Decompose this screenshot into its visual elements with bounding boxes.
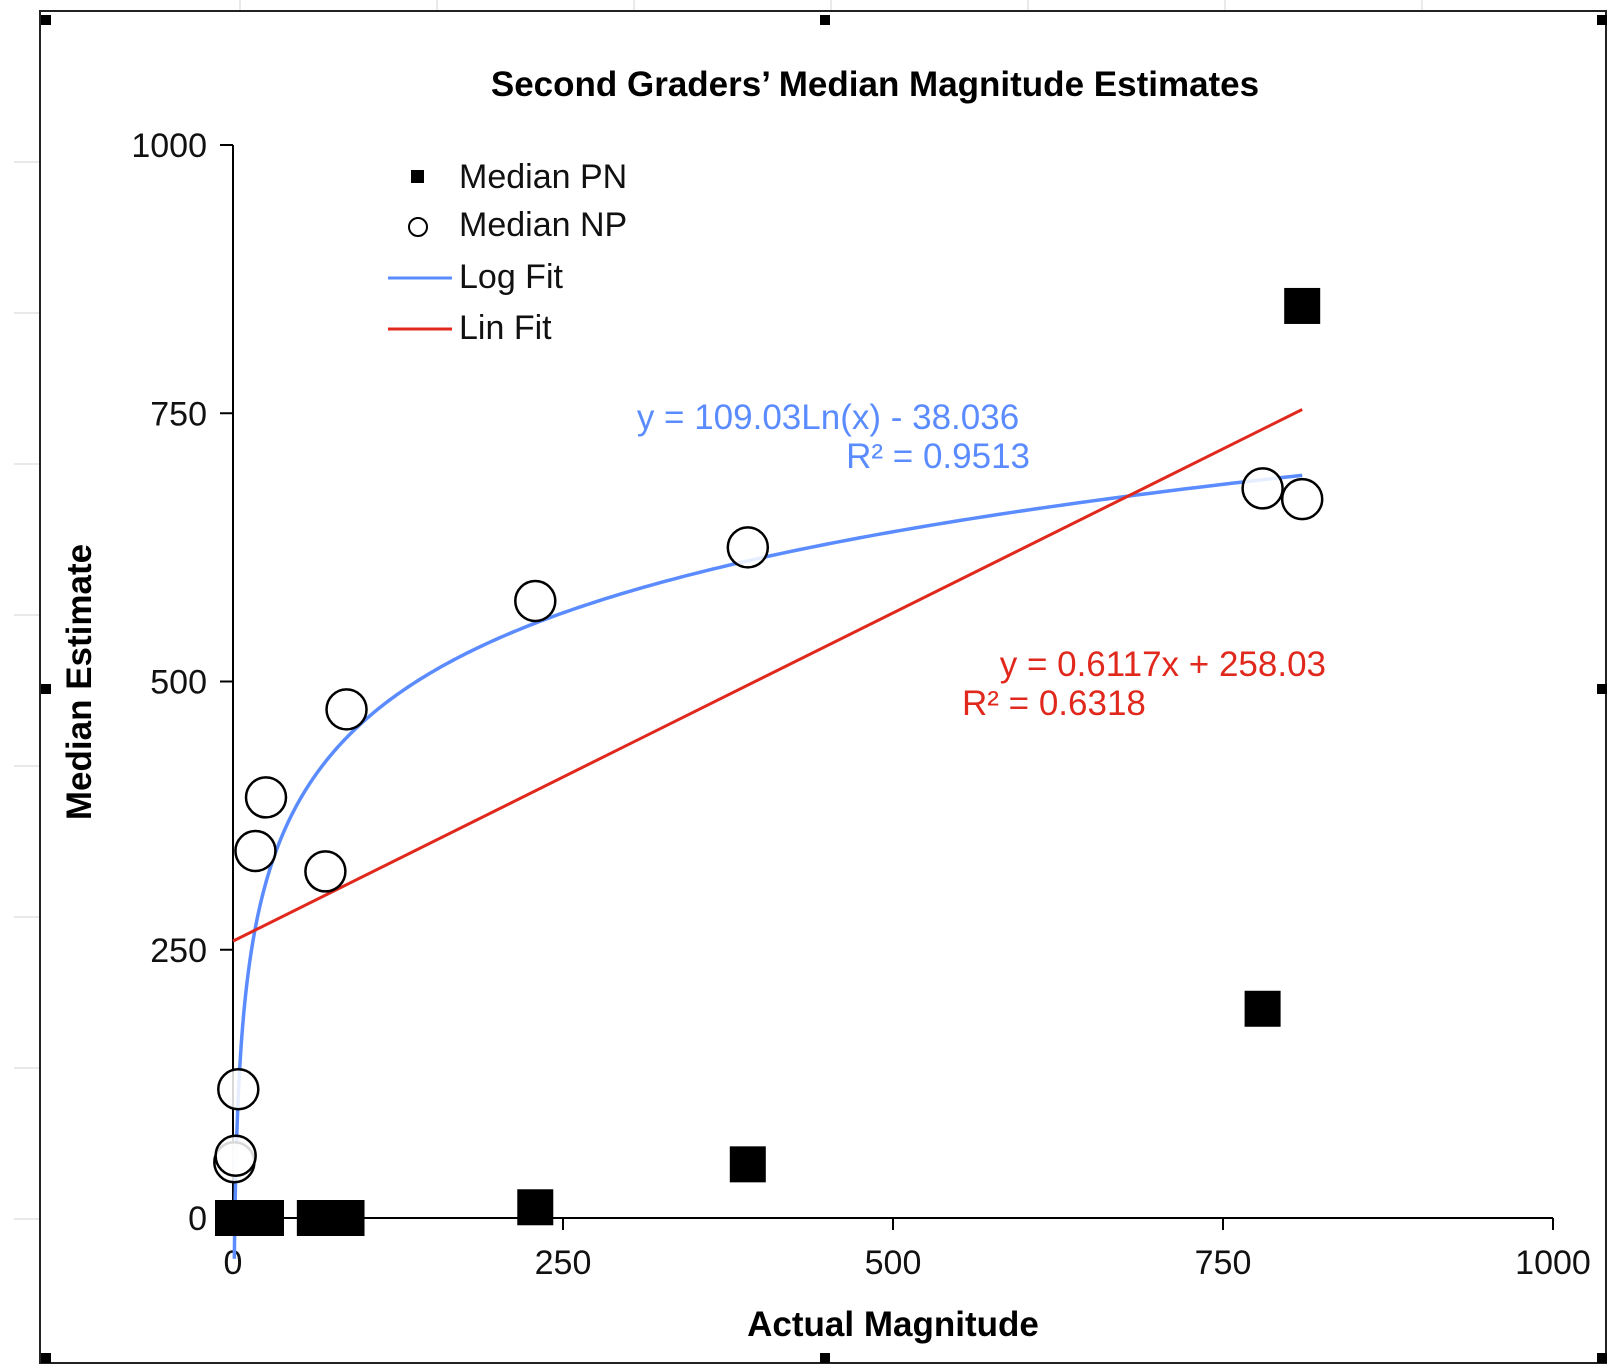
selection-handles[interactable] bbox=[41, 15, 1607, 1363]
log-fit-line bbox=[232, 473, 1303, 1259]
median-pn-point bbox=[1244, 990, 1281, 1027]
median-np-point bbox=[244, 776, 288, 819]
y-tick-label: 500 bbox=[150, 664, 207, 702]
y-tick-label: 250 bbox=[150, 932, 207, 970]
median-np-point bbox=[514, 579, 557, 623]
median-np-point bbox=[234, 829, 277, 873]
x-tick-label: 500 bbox=[865, 1244, 922, 1282]
median-np-point bbox=[304, 850, 347, 893]
selection-handle[interactable] bbox=[820, 15, 830, 25]
median-pn-point bbox=[729, 1146, 766, 1183]
x-axis-ticks: 0 250 500 750 1000 bbox=[224, 1218, 1591, 1282]
lin-fit-r-squared: R² = 0.6318 bbox=[962, 684, 1146, 723]
median-np-point bbox=[214, 1134, 257, 1178]
median-np-point bbox=[1241, 467, 1284, 510]
selection-handle[interactable] bbox=[1597, 1353, 1607, 1363]
log-fit-r-squared: R² = 0.9513 bbox=[846, 437, 1030, 476]
lin-fit-equation: y = 0.6117x + 258.03 bbox=[1000, 645, 1326, 684]
median-np-point bbox=[217, 1067, 260, 1111]
legend-label-median-pn: Median PN bbox=[459, 158, 627, 196]
chart-frame[interactable] bbox=[39, 10, 1607, 1364]
background-gridlines bbox=[14, 0, 1423, 1220]
selection-handle[interactable] bbox=[1597, 15, 1607, 25]
median-pn-point bbox=[517, 1189, 554, 1226]
series-median-pn bbox=[215, 287, 1321, 1236]
y-tick-label: 0 bbox=[188, 1200, 207, 1238]
log-fit-equation: y = 109.03Ln(x) - 38.036 bbox=[637, 398, 1019, 437]
legend-label-median-np: Median NP bbox=[459, 206, 627, 244]
x-tick-label: 1000 bbox=[1515, 1244, 1591, 1282]
selection-handle[interactable] bbox=[41, 1353, 51, 1363]
y-axis-ticks: 0 250 500 750 1000 bbox=[131, 127, 233, 1238]
median-pn-point bbox=[248, 1200, 284, 1236]
legend-label-lin-fit: Lin Fit bbox=[459, 309, 552, 347]
y-axis-title: Median Estimate bbox=[60, 544, 99, 820]
series-median-np bbox=[213, 467, 1324, 1184]
legend-label-log-fit: Log Fit bbox=[459, 258, 563, 296]
fit-lines bbox=[232, 408, 1303, 1259]
y-tick-label: 1000 bbox=[131, 127, 207, 165]
median-np-point bbox=[325, 688, 368, 731]
lin-fit-line bbox=[232, 408, 1303, 943]
median-pn-point bbox=[328, 1200, 365, 1236]
selection-handle[interactable] bbox=[41, 684, 51, 694]
x-axis-title: Actual Magnitude bbox=[747, 1305, 1039, 1344]
legend-marker-median-pn bbox=[411, 170, 424, 183]
x-tick-label: 250 bbox=[535, 1244, 592, 1282]
chart-title: Second Graders’ Median Magnitude Estimat… bbox=[491, 65, 1259, 104]
selection-handle[interactable] bbox=[1597, 684, 1607, 694]
y-tick-label: 750 bbox=[150, 395, 207, 433]
x-tick-label: 750 bbox=[1195, 1244, 1252, 1282]
selection-handle[interactable] bbox=[820, 1353, 830, 1363]
legend-marker-median-np bbox=[408, 217, 428, 237]
median-np-point bbox=[1280, 477, 1324, 521]
x-tick-label: 0 bbox=[224, 1244, 243, 1282]
median-pn-point bbox=[1284, 287, 1321, 324]
selection-handle[interactable] bbox=[41, 15, 51, 25]
median-np-point bbox=[726, 526, 770, 569]
legend: Median PN Median NP Log Fit Lin Fit bbox=[388, 158, 627, 347]
